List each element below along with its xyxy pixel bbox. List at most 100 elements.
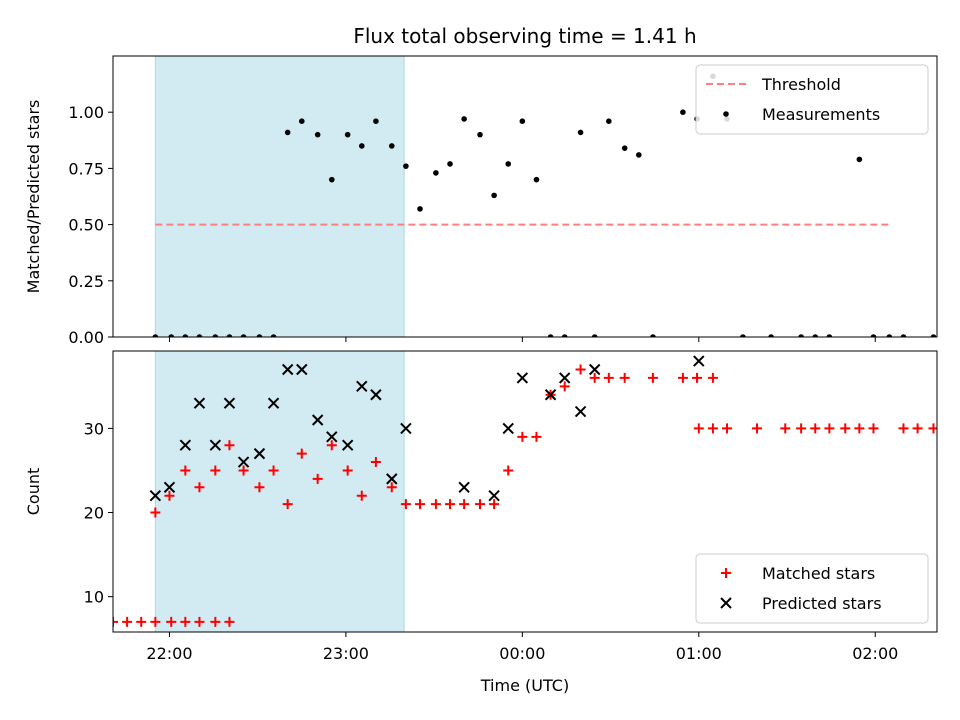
matched-marker — [752, 423, 763, 434]
legend-label: Matched stars — [762, 564, 875, 583]
matched-marker — [824, 423, 835, 434]
measurement-point — [636, 152, 642, 158]
matched-marker — [489, 499, 500, 510]
predicted-marker — [693, 355, 705, 367]
measurement-point — [768, 334, 774, 337]
matched-marker — [113, 616, 118, 627]
matched-marker — [194, 482, 205, 493]
matched-marker — [559, 381, 570, 392]
measurement-point — [314, 131, 321, 138]
measurement-point — [856, 156, 863, 163]
predicted-marker — [341, 439, 354, 451]
predicted-marker — [296, 363, 308, 376]
matched-marker — [517, 431, 528, 442]
matched-marker — [180, 616, 191, 627]
measurement-point — [417, 206, 423, 212]
measurement-point — [491, 192, 497, 199]
legend-box — [695, 64, 929, 135]
matched-marker — [693, 423, 704, 434]
matched-marker — [254, 482, 265, 493]
measurement-point — [152, 334, 159, 337]
matched-marker — [840, 423, 851, 434]
measurement-point — [519, 118, 526, 124]
predicted-marker — [253, 447, 266, 460]
y-tick-label: 1.00 — [68, 103, 104, 122]
matched-marker — [224, 440, 235, 451]
measurement-point — [212, 334, 219, 337]
matched-marker — [810, 423, 821, 434]
measurement-point — [403, 163, 409, 169]
legend-box — [695, 553, 929, 624]
measurement-point — [358, 143, 365, 149]
matched-marker — [575, 364, 586, 375]
measurement-point — [298, 118, 305, 124]
matched-marker — [503, 465, 514, 476]
matched-marker — [342, 465, 353, 476]
measurement-point — [547, 334, 554, 337]
x-tick-label: 23:00 — [323, 644, 369, 663]
measurement-point — [945, 334, 951, 340]
matched-marker — [898, 423, 909, 434]
predicted-marker — [458, 481, 470, 494]
measurement-point — [447, 161, 453, 167]
data-marks — [152, 73, 951, 340]
matched-marker — [370, 457, 381, 468]
predicted-marker — [209, 439, 222, 451]
predicted-marker — [544, 389, 557, 401]
measurement-point — [606, 118, 612, 124]
y-tick-label: 0.00 — [68, 328, 104, 347]
y-tick-label: 20 — [84, 504, 104, 523]
measurement-point — [740, 334, 746, 337]
matched-marker — [150, 507, 161, 518]
matched-marker — [166, 616, 177, 627]
measurement-point — [196, 334, 203, 337]
measurement-point — [577, 129, 584, 136]
measurement-point — [344, 131, 351, 138]
matched-marker — [194, 616, 205, 627]
matched-marker — [210, 616, 221, 627]
chart-title: Flux total observing time = 1.41 h — [353, 24, 696, 48]
measurement-point — [433, 170, 439, 176]
matched-marker — [210, 465, 221, 476]
measurement-point — [798, 334, 804, 337]
legend-matched-swatch — [721, 568, 731, 578]
matched-marker — [868, 423, 879, 434]
predicted-marker — [558, 372, 571, 384]
matched-marker — [445, 499, 456, 510]
predicted-marker — [488, 489, 500, 502]
y-axis-label: Matched/Predicted stars — [24, 100, 43, 294]
x-tick-label: 22:00 — [146, 644, 192, 663]
measurement-point — [680, 109, 686, 115]
predicted-marker — [588, 363, 601, 376]
measurement-point — [561, 334, 568, 337]
legend-label: Threshold — [761, 75, 841, 94]
matched-marker — [268, 465, 279, 476]
y-tick-label: 10 — [84, 588, 104, 607]
predicted-marker — [370, 389, 382, 401]
measurement-point — [270, 334, 277, 337]
matched-marker — [386, 482, 397, 493]
measurement-point — [886, 334, 893, 337]
matched-marker — [415, 499, 426, 510]
predicted-marker — [356, 380, 368, 393]
matched-marker — [619, 372, 630, 383]
predicted-marker — [179, 439, 192, 451]
predicted-marker — [311, 414, 324, 426]
matched-marker — [136, 616, 147, 627]
measurement-point — [256, 334, 263, 337]
panel-2: 10 20 30 22:00 23:00 00:00 01:00 02:00 Count Time… — [24, 350, 938, 695]
axes-frame — [112, 350, 938, 633]
predicted-marker — [163, 481, 176, 494]
matched-marker — [238, 465, 249, 476]
measurement-point — [373, 118, 379, 124]
legend: Matched stars Predicted stars — [695, 553, 929, 624]
measurement-point — [533, 176, 540, 183]
axes-frame — [112, 55, 938, 338]
matched-marker — [296, 448, 307, 459]
y-tick-label: 0.50 — [68, 216, 104, 235]
matched-marker — [475, 499, 486, 510]
shaded-span — [154, 350, 405, 633]
matched-marker — [692, 372, 703, 383]
measurement-point — [168, 334, 175, 337]
measurement-point — [284, 129, 291, 136]
